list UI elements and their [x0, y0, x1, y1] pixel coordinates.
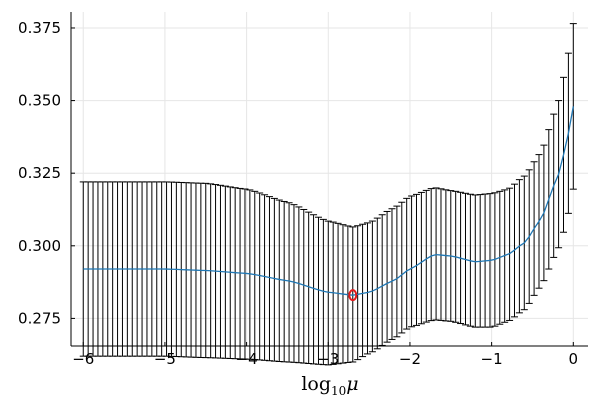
highlight-marker	[348, 289, 358, 302]
x-tick-label: 0	[569, 350, 579, 368]
y-tick-label: 0.325	[18, 164, 61, 182]
x-axis-label-variable: μ	[346, 373, 358, 395]
y-tick-label: 0.350	[18, 92, 61, 110]
x-tick-label: −3	[317, 350, 339, 368]
y-tick-label: 0.300	[18, 237, 61, 255]
x-axis-label-subscript: 10	[331, 384, 346, 398]
y-axis-ticks: 0.275 0.300 0.325 0.350 0.375	[18, 19, 75, 327]
axes	[70, 12, 588, 347]
x-tick-label: −5	[154, 350, 176, 368]
highlight-marker-group	[348, 289, 358, 302]
x-tick-label: −6	[72, 350, 94, 368]
x-tick-label: −2	[399, 350, 421, 368]
x-tick-label: −4	[236, 350, 258, 368]
x-tick-label: −1	[481, 350, 503, 368]
series-line	[83, 106, 574, 296]
x-axis-ticks: −6 −5 −4 −3 −2 −1 0	[72, 342, 578, 368]
y-tick-label: 0.275	[18, 309, 61, 327]
y-tick-label: 0.375	[18, 19, 61, 37]
x-axis-label: log10μ	[301, 373, 358, 398]
series-line-group	[83, 106, 574, 296]
x-axis-label-main: log	[301, 373, 331, 395]
grid-lines	[71, 12, 588, 346]
